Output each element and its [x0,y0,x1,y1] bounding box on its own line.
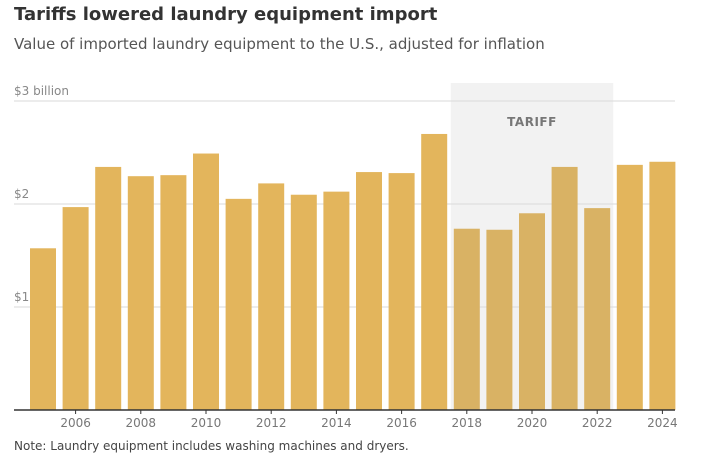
bar-2020 [519,213,545,410]
bar-2018 [453,228,480,410]
x-tick-label: 2014 [321,416,352,430]
x-tick-label: 2008 [126,416,157,430]
tariff-label: TARIFF [507,115,557,129]
x-tick-label: 2016 [386,416,417,430]
bar-2011 [225,198,252,410]
bar-2021 [551,166,578,410]
x-tick-label: 2020 [517,416,548,430]
x-tick-label: 2006 [60,416,91,430]
chart-note: Note: Laundry equipment includes washing… [14,439,409,453]
bar-2010 [193,153,219,410]
bar-2007 [95,166,122,410]
bar-2024 [649,161,676,410]
bar-2012 [258,183,285,410]
x-tick-label: 2024 [647,416,678,430]
chart-title: Tariffs lowered laundry equipment import [14,4,438,25]
bar-2015 [356,172,382,410]
x-tick-label: 2018 [452,416,483,430]
bar-2014 [323,191,350,410]
x-tick-label: 2012 [256,416,287,430]
chart-subtitle: Value of imported laundry equipment to t… [14,35,545,53]
bar-2019 [486,229,513,410]
bar-2016 [388,173,415,410]
x-tick-label: 2022 [582,416,613,430]
bar-2013 [290,194,317,410]
x-tick-label: 2010 [191,416,222,430]
bar-2008 [127,176,154,410]
bar-2005 [30,248,56,410]
y-tick-label: $2 [14,187,29,201]
bar-2006 [62,207,89,410]
bar-2017 [421,133,448,410]
bar-2009 [160,175,187,410]
y-tick-label: $3 billion [14,84,69,98]
bar-2022 [584,208,611,410]
y-tick-label: $1 [14,290,29,304]
bar-2023 [616,164,643,410]
